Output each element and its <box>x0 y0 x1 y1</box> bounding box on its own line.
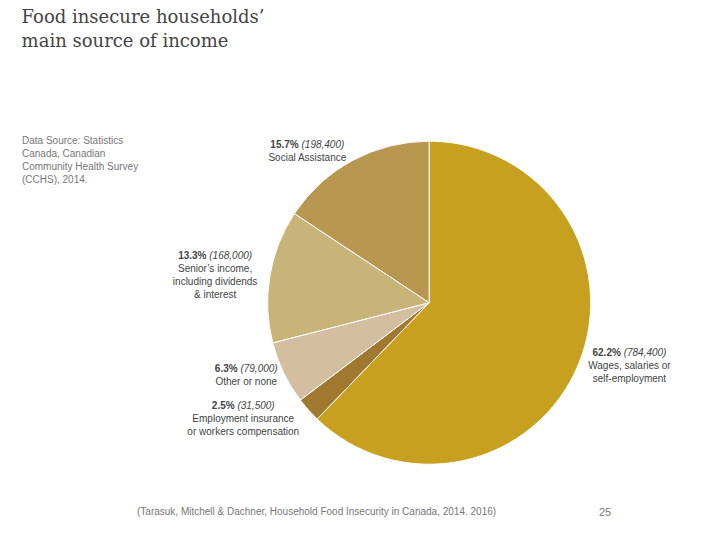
svg-text:Data Source: StatisticsCanada,: Data Source: StatisticsCanada, CanadianC… <box>22 135 138 185</box>
svg-text:(Tarasuk, Mitchell & Dachner,: (Tarasuk, Mitchell & Dachner, Household … <box>137 506 496 517</box>
svg-text:2.5% (31,500)Employment insura: 2.5% (31,500)Employment insuranceor work… <box>187 400 299 437</box>
svg-text:6.3% (79,000)Other or none: 6.3% (79,000)Other or none <box>215 363 278 387</box>
svg-text:13.3% (168,000)Senior’s income: 13.3% (168,000)Senior’s income,including… <box>173 250 258 300</box>
svg-text:25: 25 <box>599 506 611 518</box>
svg-text:62.2% (784,400)Wages, salaries: 62.2% (784,400)Wages, salaries orself-em… <box>588 347 671 384</box>
svg-text:15.7% (198,400)Social Assistan: 15.7% (198,400)Social Assistance <box>268 139 346 163</box>
svg-text:Food insecure households’main: Food insecure households’main source of … <box>22 6 265 50</box>
